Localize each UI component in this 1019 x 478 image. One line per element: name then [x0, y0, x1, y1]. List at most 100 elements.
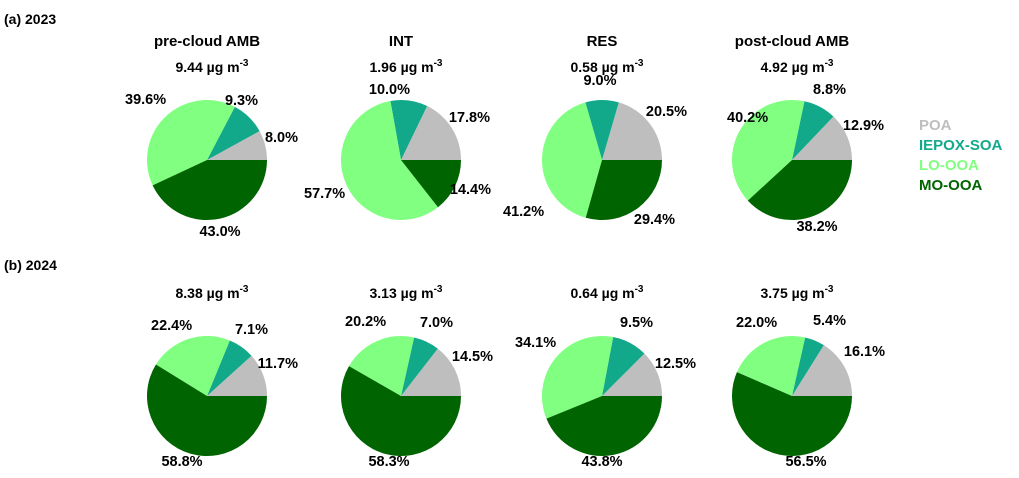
total-unit-exponent: -3: [825, 284, 834, 295]
pie-total-concentration: 0.64 µg m-3: [571, 284, 644, 301]
pie-slice-iepox-soa: [390, 100, 428, 160]
pie-slice-label-lo-ooa: 22.4%: [151, 318, 192, 334]
pie-slice-label-lo-ooa: 40.2%: [727, 110, 768, 126]
pie-total-concentration: 0.58 µg m-3: [571, 58, 644, 75]
pie-slice-label-mo-ooa: 29.4%: [634, 212, 675, 228]
legend-item-mo-ooa: MO-OOA: [919, 177, 982, 194]
total-unit-exponent: -3: [825, 58, 834, 69]
total-unit-exponent: -3: [635, 58, 644, 69]
pie-total-concentration: 4.92 µg m-3: [761, 58, 834, 75]
pie-chart-2: INT 1.96 µg m-3 17.8% 10.0% 57.7% 14.4%: [304, 33, 491, 220]
pie-slice-label-iepox-soa: 8.8%: [813, 82, 846, 98]
pie-chart-7: 0.64 µg m-3 12.5% 9.5% 34.1% 43.8%: [515, 284, 696, 470]
pie-slice-iepox-soa: [207, 340, 252, 396]
pie-chart-3: RES 0.58 µg m-3 20.5% 9.0% 41.2% 29.4%: [503, 33, 687, 228]
pie-total-concentration: 1.96 µg m-3: [370, 58, 443, 75]
pie-slice-mo-ooa: [585, 160, 662, 221]
pie-chart-1: pre-cloud AMB 9.44 µg m-3 8.0% 9.3% 39.6% 43.…: [125, 33, 298, 240]
pie-slice-label-iepox-soa: 9.3%: [225, 93, 258, 109]
pie-slice-label-lo-ooa: 57.7%: [304, 186, 345, 202]
pie-slice-mo-ooa: [401, 160, 461, 208]
pie-slice-poa: [401, 348, 461, 396]
pie-slice-label-iepox-soa: 5.4%: [813, 313, 846, 329]
pie-slice-mo-ooa: [732, 372, 852, 456]
pie-chart-4: post-cloud AMB 4.92 µg m-3 12.9% 8.8% 40.2% 3…: [727, 33, 884, 235]
pie-title: RES: [587, 33, 618, 50]
pie-slice-lo-ooa: [146, 99, 235, 186]
pie-slice-mo-ooa: [747, 160, 852, 221]
total-value: 1.96 µg m: [370, 59, 434, 75]
pie-slice-label-poa: 12.5%: [655, 356, 696, 372]
pie-slice-label-lo-ooa: 34.1%: [515, 335, 556, 351]
pie-slice-iepox-soa: [401, 337, 438, 396]
pie-slice-lo-ooa: [542, 102, 602, 218]
pie-slice-label-mo-ooa: 14.4%: [450, 182, 491, 198]
total-unit-exponent: -3: [635, 284, 644, 295]
pie-slice-label-iepox-soa: 9.5%: [620, 315, 653, 331]
total-value: 9.44 µg m: [176, 59, 240, 75]
pie-total-concentration: 3.13 µg m-3: [370, 284, 443, 301]
pie-slice-poa: [792, 345, 852, 396]
pie-slice-iepox-soa: [792, 337, 824, 396]
pie-slice-iepox-soa: [602, 337, 645, 396]
pie-slice-lo-ooa: [341, 100, 439, 220]
pie-slice-lo-ooa: [542, 336, 614, 419]
pie-chart-6: 3.13 µg m-3 14.5% 7.0% 20.2% 58.3%: [341, 284, 493, 470]
pie-slice-iepox-soa: [792, 101, 834, 160]
total-unit-exponent: -3: [240, 284, 249, 295]
legend-item-lo-ooa: LO-OOA: [919, 157, 979, 174]
pie-slice-label-iepox-soa: 7.0%: [420, 315, 453, 331]
pie-total-concentration: 9.44 µg m-3: [176, 58, 249, 75]
panel-label-a: (a) 2023: [4, 11, 56, 27]
pie-slice-label-lo-ooa: 22.0%: [736, 315, 777, 331]
pie-slice-mo-ooa: [147, 364, 267, 456]
total-value: 3.75 µg m: [761, 285, 825, 301]
pie-slice-label-poa: 16.1%: [844, 344, 885, 360]
total-value: 8.38 µg m: [176, 285, 240, 301]
pie-slice-label-poa: 17.8%: [449, 110, 490, 126]
total-value: 0.64 µg m: [571, 285, 635, 301]
panel-label-b: (b) 2024: [4, 257, 57, 273]
pie-slice-poa: [207, 355, 267, 396]
pie-total-concentration: 8.38 µg m-3: [176, 284, 249, 301]
pie-slice-label-lo-ooa: 20.2%: [345, 314, 386, 330]
pie-slice-label-mo-ooa: 43.0%: [199, 224, 240, 240]
pie-slice-label-lo-ooa: 39.6%: [125, 92, 166, 108]
total-unit-exponent: -3: [434, 284, 443, 295]
pie-title: post-cloud AMB: [735, 33, 850, 50]
pie-slice-poa: [401, 106, 461, 160]
legend: POA IEPOX-SOA LO-OOA MO-OOA: [919, 117, 1003, 194]
pie-chart-8: 3.75 µg m-3 16.1% 5.4% 22.0% 56.5%: [732, 284, 885, 470]
pie-slice-label-poa: 14.5%: [452, 349, 493, 365]
pie-slice-label-mo-ooa: 43.8%: [581, 454, 622, 470]
pie-slice-poa: [602, 102, 662, 160]
legend-item-iepox-soa: IEPOX-SOA: [919, 137, 1003, 154]
pie-slice-poa: [207, 131, 267, 160]
total-value: 3.13 µg m: [370, 285, 434, 301]
pie-slice-mo-ooa: [152, 160, 267, 221]
pie-slice-label-poa: 20.5%: [646, 104, 687, 120]
pie-total-concentration: 3.75 µg m-3: [761, 284, 834, 301]
pie-slice-poa: [602, 353, 662, 396]
pie-slice-lo-ooa: [732, 99, 805, 201]
pie-slice-mo-ooa: [341, 366, 461, 456]
pie-slice-mo-ooa: [546, 396, 663, 457]
pie-slice-label-mo-ooa: 56.5%: [785, 454, 826, 470]
pie-slice-label-mo-ooa: 58.3%: [368, 454, 409, 470]
pie-slice-iepox-soa: [585, 100, 619, 160]
pie-slice-label-mo-ooa: 58.8%: [161, 454, 202, 470]
pie-slice-label-iepox-soa: 7.1%: [235, 322, 268, 338]
pie-slice-lo-ooa: [736, 336, 806, 396]
pie-slice-lo-ooa: [348, 336, 415, 396]
total-value: 0.58 µg m: [571, 59, 635, 75]
total-unit-exponent: -3: [240, 58, 249, 69]
pie-slice-label-lo-ooa: 41.2%: [503, 204, 544, 220]
pie-slice-label-poa: 12.9%: [843, 118, 884, 134]
legend-item-poa: POA: [919, 117, 952, 134]
pie-slice-lo-ooa: [155, 336, 230, 396]
pie-slice-label-poa: 8.0%: [265, 130, 298, 146]
pie-slice-label-poa: 11.7%: [258, 356, 298, 372]
pie-slice-label-iepox-soa: 9.0%: [583, 73, 616, 89]
